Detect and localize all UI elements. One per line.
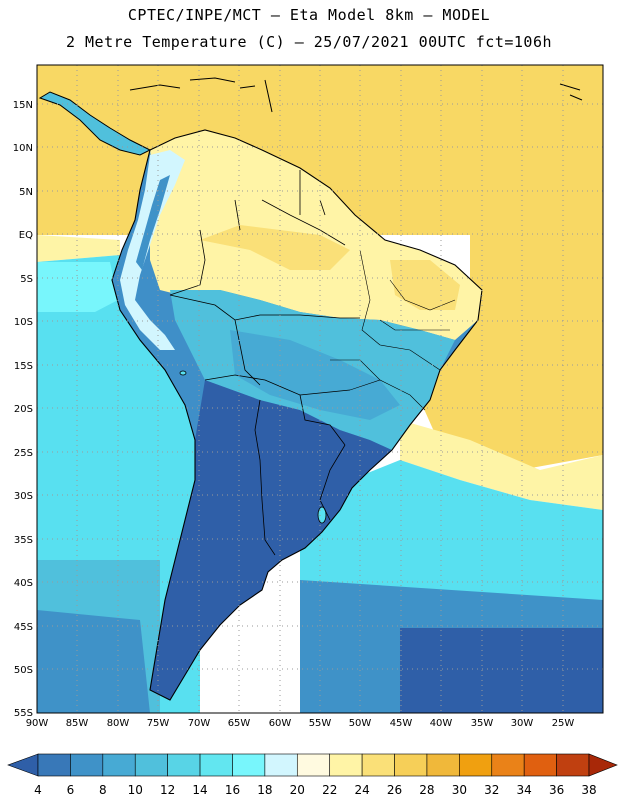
- colorbar-tick-label: 14: [192, 783, 207, 797]
- graticule: [37, 65, 603, 713]
- map-frame: [36, 64, 604, 714]
- lon-label: 50W: [349, 718, 372, 729]
- colorbar-tick-label: 6: [67, 783, 75, 797]
- colorbar-swatch: [329, 753, 363, 777]
- colorbar-tick-label: 8: [99, 783, 107, 797]
- lat-label: 25S: [14, 448, 33, 459]
- ocean-atlantic-subtropical: [400, 420, 603, 510]
- lon-label: 75W: [147, 718, 170, 729]
- colorbar-swatch: [491, 753, 525, 777]
- colorbar: [7, 753, 618, 777]
- ocean-atlantic-mid: [300, 460, 603, 600]
- colorbar-tick-label: 16: [225, 783, 240, 797]
- colorbar-swatch: [361, 753, 395, 777]
- lat-label: 55S: [14, 708, 33, 719]
- colorbar-tick-label: 22: [322, 783, 337, 797]
- lat-label: 10S: [14, 317, 33, 328]
- longitude-labels: 90W 85W 80W 75W 70W 65W 60W 55W 50W 45W …: [26, 718, 575, 729]
- colorbar-tick-label: 28: [419, 783, 434, 797]
- colorbar-labels: 4 6 8 10 12 14 16 18 20 22 24 26 28 30 32 34 36 38: [34, 783, 596, 797]
- colorbar-tick-label: 20: [290, 783, 305, 797]
- colorbar-swatch: [134, 753, 168, 777]
- lat-label: 15N: [13, 100, 33, 111]
- colorbar-tick-label: 30: [452, 783, 467, 797]
- colorbar-tick-label: 32: [484, 783, 499, 797]
- lon-label: 55W: [309, 718, 332, 729]
- colorbar-swatch: [394, 753, 428, 777]
- lon-label: 25W: [552, 718, 575, 729]
- colorbar-tick-label: 10: [128, 783, 143, 797]
- andes-highlands: [120, 150, 185, 350]
- lat-label: 20S: [14, 404, 33, 415]
- lon-label: 90W: [26, 718, 49, 729]
- ocean-south-pacific: [37, 610, 150, 713]
- lat-label: 45S: [14, 622, 33, 633]
- ocean-pacific-light: [37, 262, 118, 312]
- colorbar-tick-label: 18: [257, 783, 272, 797]
- ocean-atlantic-warm: [420, 235, 603, 470]
- ocean-equatorial-band: [37, 235, 120, 262]
- lat-label: 5N: [19, 187, 33, 198]
- colorbar-tick-label: 4: [34, 783, 42, 797]
- colorbar-swatch: [70, 753, 104, 777]
- colorbar-swatch: [523, 753, 557, 777]
- ocean-far-south: [400, 628, 603, 713]
- lon-label: 60W: [269, 718, 292, 729]
- colorbar-arrow-high: [588, 753, 618, 777]
- lon-label: 40W: [430, 718, 453, 729]
- colorbar-tick-label: 38: [581, 783, 596, 797]
- colorbar-tick-label: 26: [387, 783, 402, 797]
- latitude-labels: 15N 10N 5N EQ 5S 10S 15S 20S 25S 30S 35S…: [13, 100, 33, 719]
- colorbar-tick-label: 36: [549, 783, 564, 797]
- colorbar-swatch: [167, 753, 201, 777]
- lat-label: 40S: [14, 578, 33, 589]
- colorbar-swatch: [102, 753, 136, 777]
- colorbar-swatch: [426, 753, 460, 777]
- caribbean-islands: [129, 77, 583, 113]
- andes-cold-core: [136, 175, 170, 270]
- colorbar-swatch: [37, 753, 71, 777]
- lon-label: 30W: [511, 718, 534, 729]
- lat-label: 50S: [14, 665, 33, 676]
- land-cooler-central: [230, 330, 400, 420]
- land-cold-south: [150, 380, 392, 700]
- lat-label: 35S: [14, 535, 33, 546]
- land-hot-northeast: [390, 260, 460, 310]
- brazil-state-borders: [330, 249, 456, 411]
- colorbar-tick-label: 34: [517, 783, 532, 797]
- colorbar-tick-label: 12: [160, 783, 175, 797]
- lat-label: 10N: [13, 143, 33, 154]
- map-title-line2: 2 Metre Temperature (C) – 25/07/2021 00U…: [65, 33, 553, 51]
- lon-label: 35W: [471, 718, 494, 729]
- colorbar-tick-label: 24: [354, 783, 369, 797]
- lon-label: 85W: [66, 718, 89, 729]
- colorbar-swatch: [556, 753, 590, 777]
- colorbar-swatch: [232, 753, 266, 777]
- colorbar-swatch: [296, 753, 331, 777]
- colorbar-swatch: [459, 753, 493, 777]
- lon-label: 65W: [228, 718, 251, 729]
- coastline: [111, 129, 483, 701]
- lon-label: 80W: [107, 718, 130, 729]
- lat-label: 30S: [14, 491, 33, 502]
- colorbar-swatch: [264, 753, 298, 777]
- colorbar-swatch: [199, 753, 233, 777]
- map-field: [37, 65, 603, 713]
- map-title-line1: CPTEC/INPE/MCT – Eta Model 8km – MODEL: [127, 6, 491, 24]
- lon-label: 45W: [390, 718, 413, 729]
- lake-titicaca: [179, 370, 187, 376]
- colorbar-arrow-low: [7, 753, 39, 777]
- lat-label: 15S: [14, 361, 33, 372]
- lon-label: 70W: [188, 718, 211, 729]
- lat-label: EQ: [19, 230, 33, 241]
- lat-label: 5S: [20, 274, 33, 285]
- land-hot-amazon: [200, 225, 350, 270]
